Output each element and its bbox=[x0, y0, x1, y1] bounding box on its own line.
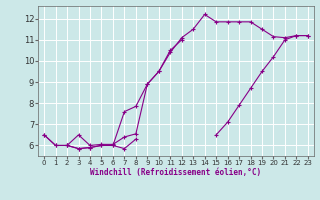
X-axis label: Windchill (Refroidissement éolien,°C): Windchill (Refroidissement éolien,°C) bbox=[91, 168, 261, 177]
